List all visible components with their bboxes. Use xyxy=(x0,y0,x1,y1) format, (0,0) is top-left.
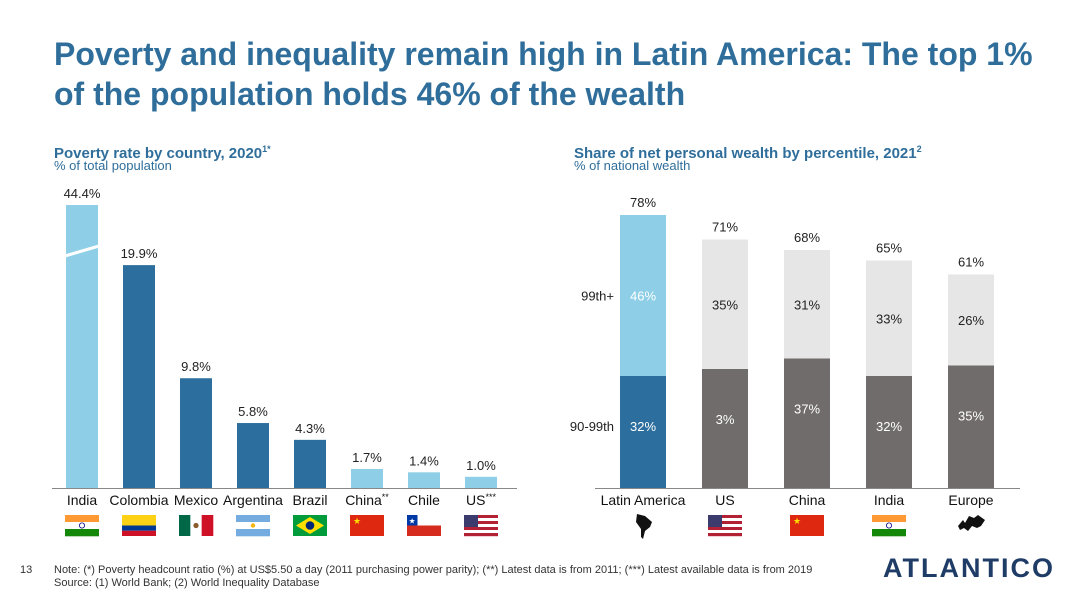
bar-china-99th-plus xyxy=(784,250,830,359)
latin-america-flag-icon xyxy=(636,514,652,539)
category-label-latin-america: Latin America xyxy=(601,492,686,508)
svg-text:★: ★ xyxy=(353,517,361,527)
wealth-chart-subtitle: % of national wealth xyxy=(574,158,691,173)
brazil-flag-icon xyxy=(293,515,327,536)
wealth-chart-title-footnote: 2 xyxy=(916,144,922,154)
poverty-chart-title: Poverty rate by country, 20201* xyxy=(54,144,271,162)
category-label-china: China xyxy=(789,492,826,508)
total-label-india: 65% xyxy=(876,241,902,256)
bar-us xyxy=(465,476,497,488)
total-label-europe: 61% xyxy=(958,255,984,270)
footnote-note: Note: (*) Poverty headcount ratio (%) at… xyxy=(54,564,813,576)
us-flag-icon xyxy=(464,515,498,537)
category-label-chile: Chile xyxy=(408,492,440,508)
value-label-mexico: 9.8% xyxy=(181,359,211,374)
mexico-flag-icon xyxy=(179,515,214,536)
segment-label-europe-90-99th: 35% xyxy=(958,409,984,424)
value-label-india: 44.4% xyxy=(64,186,101,201)
axis-break-mark xyxy=(64,244,100,258)
bar-latin-america-99th-plus xyxy=(620,215,666,376)
category-label-us: US*** xyxy=(466,492,496,508)
page-title: Poverty and inequality remain high in La… xyxy=(54,36,1033,112)
category-label-colombia: Colombia xyxy=(109,492,168,508)
segment-label-china-99th-plus: 31% xyxy=(794,297,820,312)
total-label-china: 68% xyxy=(794,230,820,245)
category-label-india: India xyxy=(874,492,905,508)
footnote-source: Source: (1) World Bank; (2) World Inequa… xyxy=(54,577,320,589)
wealth-chart-title: Share of net personal wealth by percenti… xyxy=(574,144,922,162)
value-label-colombia: 19.9% xyxy=(121,246,158,261)
bar-us-90-99th xyxy=(702,369,748,488)
category-label-europe: Europe xyxy=(948,492,993,508)
page-number: 13 xyxy=(20,564,33,576)
india-flag-icon xyxy=(65,515,99,537)
category-label-china: China** xyxy=(345,492,389,508)
segment-label-latin-america-90-99th: 32% xyxy=(630,419,656,434)
category-label-brazil: Brazil xyxy=(292,492,327,508)
total-label-latin-america: 78% xyxy=(630,195,656,210)
segment-label-latin-america-99th-plus: 46% xyxy=(630,289,656,304)
india-flag-icon xyxy=(872,515,906,537)
value-label-brazil: 4.3% xyxy=(295,421,325,436)
segment-label-europe-99th-plus: 26% xyxy=(958,313,984,328)
category-label-argentina: Argentina xyxy=(223,492,283,508)
argentina-flag-icon xyxy=(236,515,270,537)
bar-china xyxy=(351,468,383,488)
bar-europe-99th-plus xyxy=(948,274,994,366)
poverty-chart-title-footnote: 1* xyxy=(262,144,271,154)
atlantico-logo: ATLANTICO xyxy=(883,553,1055,583)
bar-brazil xyxy=(294,439,326,488)
footnote: Note: (*) Poverty headcount ratio (%) at… xyxy=(54,564,812,590)
value-label-us: 1.0% xyxy=(466,458,496,473)
bar-colombia xyxy=(123,265,155,488)
svg-text:★: ★ xyxy=(409,517,416,526)
bar-chile xyxy=(408,472,440,488)
series-label-99th-plus: 99th+ xyxy=(581,289,614,304)
bar-argentina xyxy=(237,423,269,488)
category-label-mexico: Mexico xyxy=(174,492,219,508)
bar-india-90-99th xyxy=(866,376,912,488)
bar-india-99th-plus xyxy=(866,260,912,376)
segment-label-india-90-99th: 32% xyxy=(876,419,902,434)
europe-flag-icon xyxy=(958,515,985,531)
segment-label-china-90-99th: 37% xyxy=(794,402,820,417)
bar-latin-america-90-99th xyxy=(620,376,666,488)
us-flag-icon xyxy=(708,515,742,537)
series-label-90-99th: 90-99th xyxy=(570,419,614,434)
value-label-chile: 1.4% xyxy=(409,453,439,468)
segment-label-us-99th-plus: 35% xyxy=(712,297,738,312)
segment-label-india-99th-plus: 33% xyxy=(876,311,902,326)
total-label-us: 71% xyxy=(712,220,738,235)
wealth-stacked-bar-chart: 46% 32% 78% Latin America 35% 3% 71% US 31% 37% 68… xyxy=(570,195,1020,539)
category-label-us: US xyxy=(715,492,734,508)
poverty-bar-chart: 44.4% India 19.9% Colombia 9.8% Mexico 5.8% Arg… xyxy=(52,186,517,537)
value-label-argentina: 5.8% xyxy=(238,404,268,419)
bar-europe-90-99th xyxy=(948,365,994,488)
colombia-flag-icon xyxy=(122,515,156,536)
value-label-china: 1.7% xyxy=(352,450,382,465)
bar-china-90-99th xyxy=(784,358,830,488)
svg-text:★: ★ xyxy=(793,517,801,527)
poverty-chart-subtitle: % of total population xyxy=(54,158,172,173)
bar-mexico xyxy=(180,378,212,488)
segment-label-us-90-99th: 3% xyxy=(716,412,735,427)
category-label-india: India xyxy=(67,492,98,508)
china-flag-icon: ★ xyxy=(350,515,384,536)
bar-us-99th-plus xyxy=(702,239,748,369)
chile-flag-icon: ★ xyxy=(407,515,441,536)
china-flag-icon: ★ xyxy=(790,515,824,536)
